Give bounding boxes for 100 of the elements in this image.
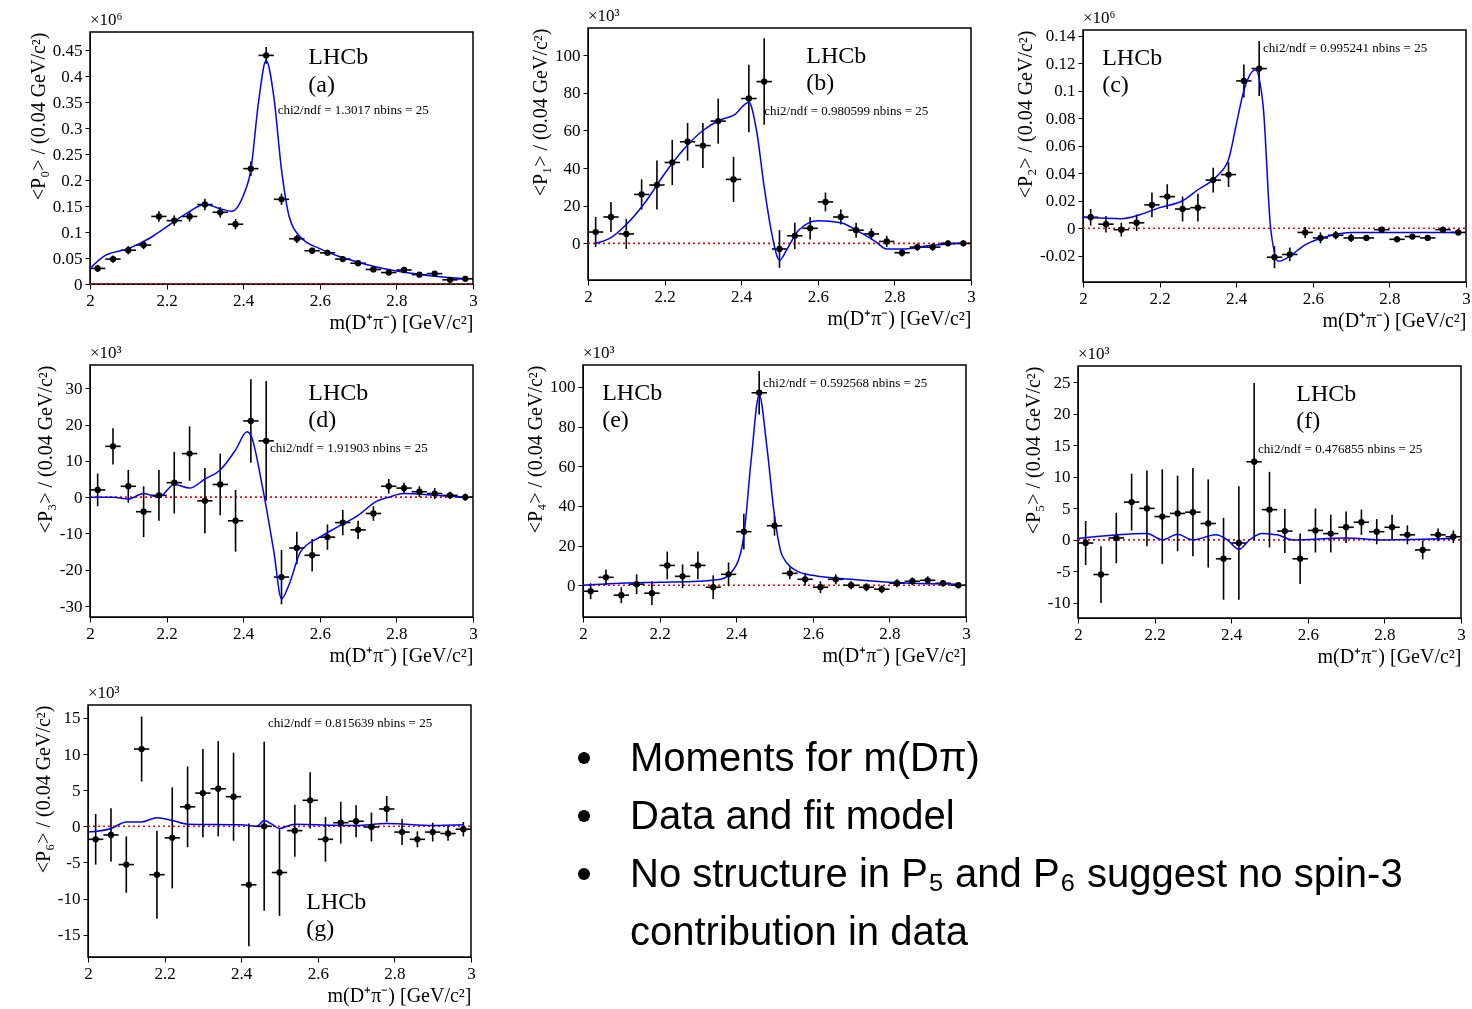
- y-tick-label: 0.2: [61, 170, 83, 190]
- annotation: (b): [806, 69, 835, 96]
- y-tick-label: 0.35: [52, 92, 83, 112]
- annotation: chi2/ndf = 1.3017 nbins = 25: [277, 102, 429, 118]
- x-tick-label: 2.2: [654, 286, 676, 306]
- x-tick-label: 3: [962, 623, 971, 643]
- annotation: (c): [1102, 71, 1129, 98]
- y-axis-title: <P₅> / (0.04 GeV/c²): [1021, 366, 1045, 535]
- x-tick-label: 2.6: [1302, 288, 1324, 308]
- y-tick-label: -10: [57, 889, 81, 909]
- text: ×10³: [1078, 344, 1110, 363]
- y-tick-label: 0.45: [52, 40, 83, 60]
- y-tick-label: 0.02: [1045, 191, 1076, 211]
- x-axis-title: m(D⁺π⁻) [GeV/c²]: [1317, 644, 1462, 668]
- annotation: (d): [308, 406, 337, 433]
- x-tick-label: 2.6: [309, 623, 331, 643]
- x-tick-label: 2: [1079, 288, 1088, 308]
- y-tick-label: 0.05: [52, 248, 83, 268]
- y-tick-label: -30: [59, 596, 83, 616]
- y-tick-label: 30: [65, 378, 83, 398]
- x-tick-label: 2.8: [384, 963, 406, 983]
- x-tick-label: 3: [1462, 288, 1471, 308]
- text: No structure in P₅ and P₆ suggest no spin-3 contribution in data: [630, 850, 1404, 955]
- y-axis-title: <P₃> / (0.04 GeV/c²): [33, 365, 57, 534]
- x-tick-label: 2: [86, 623, 95, 643]
- x-axis-title: m(D⁺π⁻) [GeV/c²]: [1322, 308, 1467, 332]
- y-tick-label: 40: [558, 496, 576, 516]
- y-tick-label: -5: [66, 852, 81, 872]
- y-tick-label: -5: [1056, 561, 1071, 581]
- y-tick-label: 0.04: [1045, 163, 1076, 183]
- text: ×10³: [583, 343, 615, 362]
- x-tick-label: 2: [86, 290, 95, 310]
- y-tick-label: 0: [74, 487, 83, 507]
- y-tick-label: 0: [572, 233, 581, 253]
- y-tick-label: 60: [558, 456, 576, 476]
- annotation: LHCb: [1296, 379, 1357, 406]
- y-tick-label: 10: [1053, 467, 1071, 487]
- y-tick-label: 0.15: [52, 196, 83, 216]
- x-axis-title: m(D⁺π⁻) [GeV/c²]: [329, 643, 474, 667]
- text: Data and fit model: [630, 792, 956, 839]
- x-tick-label: 3: [1457, 624, 1466, 644]
- y-tick-label: 0.1: [61, 222, 83, 242]
- y-tick-label: -10: [59, 523, 83, 543]
- x-tick-label: 2.4: [1221, 624, 1243, 644]
- annotation: chi2/ndf = 0.476855 nbins = 25: [1258, 441, 1423, 457]
- annotation: LHCb: [308, 43, 369, 70]
- text: Moments for m(Dπ): [630, 734, 981, 781]
- x-tick-label: 2.8: [1379, 288, 1401, 308]
- text: ×10³: [90, 343, 122, 362]
- y-tick-label: 20: [558, 536, 576, 556]
- text: ×10⁶: [90, 10, 123, 29]
- x-tick-label: 2.4: [233, 290, 255, 310]
- annotation: LHCb: [1102, 43, 1163, 70]
- x-tick-label: 2.4: [726, 623, 748, 643]
- y-tick-label: 0.12: [1045, 53, 1076, 73]
- y-tick-label: 0.25: [52, 144, 83, 164]
- x-tick-label: 2.2: [156, 290, 178, 310]
- annotation: chi2/ndf = 1.91903 nbins = 25: [270, 440, 428, 456]
- y-tick-label: 10: [63, 744, 81, 764]
- y-axis-title: <P₂> / (0.04 GeV/c²): [1014, 30, 1038, 199]
- annotation: chi2/ndf = 0.815639 nbins = 25: [268, 714, 433, 730]
- x-tick-label: 2.2: [1144, 624, 1166, 644]
- x-axis-title: m(D⁺π⁻) [GeV/c²]: [329, 310, 474, 334]
- x-tick-label: 2.8: [884, 286, 906, 306]
- x-tick-label: 2.8: [386, 623, 408, 643]
- y-tick-label: 0.1: [1054, 81, 1076, 101]
- y-tick-label: 20: [563, 196, 581, 216]
- x-tick-label: 2.4: [233, 623, 255, 643]
- y-tick-label: 0.4: [61, 66, 83, 86]
- y-axis-title: <P₀> / (0.04 GeV/c²): [26, 32, 50, 201]
- y-tick-label: 0.3: [61, 118, 83, 138]
- y-axis-title: <P₆> / (0.04 GeV/c²): [31, 705, 55, 874]
- y-tick-label: -0.02: [1040, 246, 1076, 266]
- y-tick-label: 10: [65, 451, 83, 471]
- annotation: (f): [1296, 407, 1321, 434]
- y-tick-label: 0: [74, 274, 83, 294]
- x-tick-label: 2.6: [807, 286, 829, 306]
- x-axis-title: m(D⁺π⁻) [GeV/c²]: [827, 306, 972, 330]
- x-tick-label: 2.6: [309, 290, 331, 310]
- y-axis-title: <P₄> / (0.04 GeV/c²): [524, 365, 547, 534]
- y-tick-label: 15: [1053, 435, 1071, 455]
- x-axis-title: m(D⁺π⁻) [GeV/c²]: [822, 643, 967, 667]
- y-axis-title: <P₁> / (0.04 GeV/c²): [529, 28, 552, 197]
- x-tick-label: 2.8: [1374, 624, 1396, 644]
- y-tick-label: 25: [1053, 372, 1071, 392]
- x-tick-label: 2.6: [1297, 624, 1319, 644]
- y-tick-label: 20: [65, 415, 83, 435]
- x-tick-label: 3: [967, 286, 976, 306]
- y-tick-label: 40: [563, 158, 581, 178]
- y-tick-label: -15: [57, 925, 81, 945]
- annotation: LHCb: [306, 887, 367, 914]
- x-axis-title: m(D⁺π⁻) [GeV/c²]: [327, 983, 472, 1007]
- x-tick-label: 2.4: [1226, 288, 1248, 308]
- x-tick-label: 2: [84, 963, 93, 983]
- y-tick-label: 0.08: [1045, 108, 1076, 128]
- text: ×10⁶: [1083, 8, 1116, 27]
- y-tick-label: 5: [1062, 498, 1071, 518]
- y-tick-label: 20: [1053, 404, 1071, 424]
- y-tick-label: 0.14: [1045, 26, 1076, 46]
- annotation: LHCb: [308, 378, 369, 405]
